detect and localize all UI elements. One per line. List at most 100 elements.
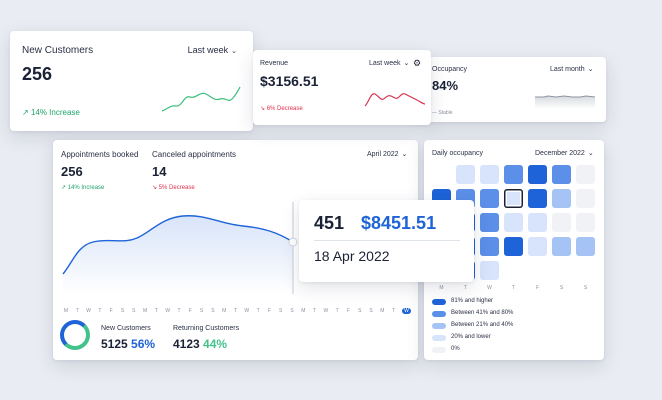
day-label[interactable]: S <box>369 308 373 314</box>
customer-ratio-ring <box>60 320 90 350</box>
new-customers-card: New Customers Last week ⌄ 256 ↗ 14% Incre… <box>10 31 253 131</box>
heatmap-cell[interactable] <box>480 261 499 280</box>
returning-customers-value: 4123 <box>173 337 200 351</box>
heatmap-cell[interactable] <box>480 189 499 208</box>
day-label[interactable]: W <box>86 308 91 314</box>
day-label[interactable]: T <box>154 308 158 314</box>
heatmap-cell[interactable] <box>552 165 571 184</box>
day-label[interactable]: T <box>335 308 339 314</box>
weekday-label: T <box>463 285 468 291</box>
day-label[interactable]: S <box>290 308 294 314</box>
heatmap-cell[interactable] <box>576 213 595 232</box>
legend-swatch <box>432 335 446 341</box>
period-dropdown[interactable]: April 2022 ⌄ <box>367 150 407 158</box>
heatmap-cell[interactable] <box>456 165 475 184</box>
weekday-label: W <box>487 285 492 291</box>
day-label[interactable]: T <box>75 308 79 314</box>
day-label[interactable]: S <box>279 308 283 314</box>
day-label[interactable]: F <box>346 308 351 314</box>
day-label[interactable]: W <box>165 308 171 314</box>
sparkline <box>364 93 426 107</box>
change-indicator: ↗ 14% Increase <box>22 108 80 117</box>
settings-icon[interactable]: ⚙ <box>413 58 422 68</box>
booked-label: Appointments booked <box>61 150 139 159</box>
card-title: Daily occupancy <box>432 150 483 157</box>
heatmap-cell[interactable] <box>504 189 523 208</box>
change-text: 5% Decrease <box>158 185 195 191</box>
change-text: 14% Increase <box>67 185 105 191</box>
weekday-label: T <box>511 285 516 291</box>
heatmap-cell[interactable] <box>528 237 547 256</box>
sparkline <box>535 95 596 109</box>
revenue-card: Revenue Last week ⌄ ⚙ $3156.51 ↘ 6% Decre… <box>253 50 431 125</box>
new-customers-value: 5125 <box>101 337 128 351</box>
card-title: New Customers <box>22 45 94 56</box>
day-label[interactable]: S <box>358 308 362 314</box>
metric-value: 256 <box>22 64 53 84</box>
day-label[interactable]: T <box>98 308 102 314</box>
heatmap-cell[interactable] <box>480 237 499 256</box>
legend-label: 20% and lower <box>451 334 491 340</box>
occupancy-card: Occupancy Last month ⌄ 84% — Stable <box>426 57 606 122</box>
canceled-value: 14 <box>152 164 167 179</box>
day-label[interactable]: S <box>211 308 215 314</box>
day-label[interactable]: F <box>109 308 113 314</box>
legend-swatch <box>432 311 446 317</box>
heatmap-cell[interactable] <box>504 165 523 184</box>
day-label[interactable]: F <box>188 308 192 314</box>
legend-label: Between 21% and 40% <box>451 322 514 328</box>
metric-value: $3156.51 <box>260 73 319 89</box>
day-label[interactable]: W <box>402 308 411 314</box>
heatmap-cell[interactable] <box>528 165 547 184</box>
day-label[interactable]: S <box>120 308 125 314</box>
change-indicator: — Stable <box>432 110 453 116</box>
day-label[interactable]: M <box>63 308 69 314</box>
heatmap-cell[interactable] <box>480 213 499 232</box>
day-label[interactable]: M <box>143 308 148 314</box>
chevron-down-icon: ⌄ <box>401 151 408 158</box>
heatmap-cell[interactable] <box>528 189 547 208</box>
sparkline <box>161 86 241 112</box>
legend-label: 0% <box>451 346 460 352</box>
dropdown-label: Last week <box>187 45 229 55</box>
period-dropdown[interactable]: Last week ⌄ <box>188 45 237 55</box>
day-label[interactable]: T <box>313 308 317 314</box>
legend-label: 81% and higher <box>451 298 494 304</box>
returning-customers-pct: 44% <box>203 337 228 351</box>
day-label[interactable]: T <box>392 308 396 314</box>
heatmap-cell[interactable] <box>552 237 571 256</box>
booked-change: ↗ 14% Increase <box>61 184 104 191</box>
arrow-down-right-icon: ↘ <box>152 185 158 191</box>
day-label[interactable]: F <box>267 308 271 314</box>
heatmap-cell[interactable] <box>552 213 571 232</box>
dropdown-label: Last week <box>369 60 401 67</box>
change-text: 6% Decrease <box>266 106 303 112</box>
period-dropdown[interactable]: Last week ⌄ <box>369 59 409 67</box>
heatmap-cell[interactable] <box>480 165 499 184</box>
day-label[interactable]: W <box>244 308 250 314</box>
arrow-down-right-icon: ↘ <box>260 106 266 112</box>
period-dropdown[interactable]: December 2022 ⌄ <box>535 149 594 157</box>
heatmap-cell[interactable] <box>504 213 523 232</box>
heatmap-cell[interactable] <box>552 189 571 208</box>
new-customers-pct: 56% <box>131 337 156 351</box>
legend-label: Between 41% and 80% <box>451 310 514 316</box>
day-label[interactable]: M <box>380 308 385 314</box>
heatmap-cell[interactable] <box>528 213 547 232</box>
day-label[interactable]: T <box>233 308 238 314</box>
day-label[interactable]: M <box>301 308 306 314</box>
tooltip-date: 18 Apr 2022 <box>314 248 390 264</box>
day-label[interactable]: W <box>323 308 329 314</box>
day-label[interactable]: S <box>199 308 204 314</box>
heatmap-cell[interactable] <box>576 165 595 184</box>
period-dropdown[interactable]: Last month ⌄ <box>550 65 594 73</box>
heatmap-cell[interactable] <box>504 237 523 256</box>
day-label[interactable]: M <box>222 308 227 314</box>
heatmap-cell[interactable] <box>576 237 595 256</box>
new-customers-label: New Customers <box>101 325 151 332</box>
day-label[interactable]: T <box>256 308 260 314</box>
day-label[interactable]: T <box>177 308 181 314</box>
heatmap-cell[interactable] <box>576 189 595 208</box>
change-text: Stable <box>438 110 453 116</box>
day-label[interactable]: S <box>132 308 136 314</box>
